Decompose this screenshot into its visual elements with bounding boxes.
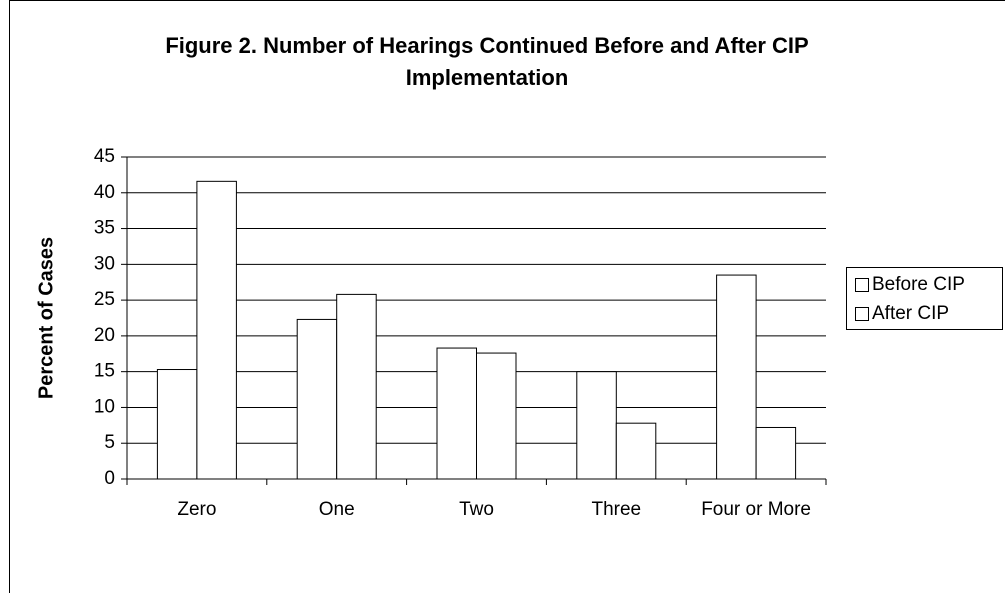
y-axis-label: Percent of Cases [35,237,57,399]
bar [156,369,198,480]
y-tick-label: 40 [94,182,115,203]
y-tick-label: 5 [104,432,115,453]
y-tick-label: 35 [94,218,115,239]
x-tick-label: Zero [177,499,217,520]
legend: Before CIP After CIP [846,267,1003,330]
x-tick-label: Two [459,499,494,520]
bar [755,426,797,480]
legend-item: After CIP [855,303,949,325]
bar [576,371,617,480]
chart-frame [9,0,1005,593]
legend-label: Before CIP [872,274,965,295]
x-tick-label: Three [591,499,642,520]
x-tick-label: One [318,499,355,520]
bar [716,274,757,480]
bar [476,352,517,480]
legend-swatch [855,278,869,292]
bar [196,180,237,480]
legend-swatch [855,307,869,321]
bar [336,293,377,480]
y-tick-label: 45 [94,146,115,167]
x-tick-label: Four or More [701,499,811,520]
bar [436,347,477,480]
y-tick-label: 25 [94,289,115,310]
y-tick-label: 20 [94,325,115,346]
y-tick-label: 10 [94,396,115,417]
chart-title: Figure 2. Number of Hearings Continued B… [165,33,809,90]
bar [296,318,338,480]
legend-item: Before CIP [855,274,965,296]
y-tick-label: 15 [94,361,115,382]
y-tick-label: 30 [94,253,115,274]
y-tick-label: 0 [104,468,115,489]
legend-label: After CIP [872,303,950,324]
bar [615,422,657,480]
